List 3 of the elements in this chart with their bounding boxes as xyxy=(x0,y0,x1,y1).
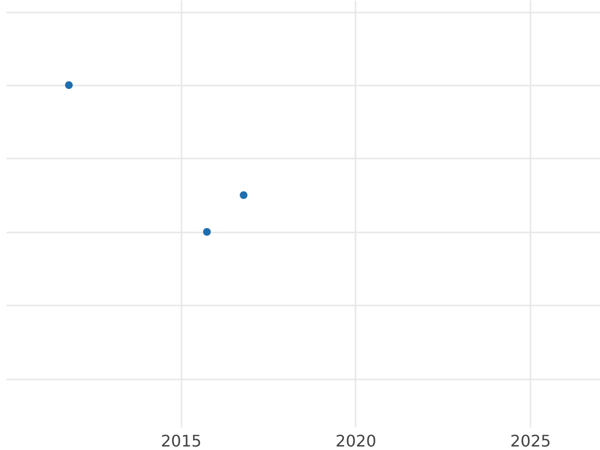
x-tick-label: 2015 xyxy=(160,432,202,450)
x-tick-label: 2020 xyxy=(336,432,376,450)
x-tick-label: 2025 xyxy=(510,432,551,450)
